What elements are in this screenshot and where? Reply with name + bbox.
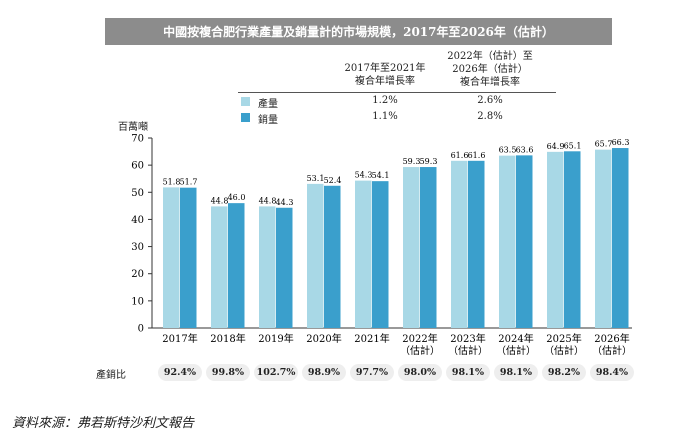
legend-swatch-sales (241, 113, 250, 122)
ratio-value: 98.4% (590, 364, 634, 381)
legend-label-production: 產量 (258, 99, 278, 110)
ratio-value: 98.1% (494, 364, 538, 381)
data-label: 59.3 (420, 157, 438, 166)
ratio-value: 98.0% (398, 364, 442, 381)
bar-sales (612, 148, 629, 328)
data-label: 44.8 (259, 196, 277, 205)
legend-label-sales: 銷量 (258, 115, 278, 126)
data-label: 51.7 (180, 178, 198, 187)
data-label: 61.6 (451, 151, 469, 160)
legend-cagr1-sales: 1.1% (372, 111, 398, 122)
bar-production (595, 149, 612, 328)
bar-sales (468, 160, 485, 328)
y-tick-label: 60 (131, 161, 144, 172)
y-tick-label: 40 (131, 215, 144, 226)
ratio-label: 產銷比 (96, 370, 126, 381)
legend-divider (238, 92, 556, 93)
data-label: 54.3 (355, 171, 373, 180)
bar-sales (372, 181, 389, 328)
bar-production (499, 155, 516, 328)
data-label: 65.7 (595, 140, 613, 149)
data-label: 51.8 (163, 177, 181, 186)
legend-cagr1-production: 1.2% (372, 95, 398, 106)
bar-production (451, 160, 468, 328)
ratio-value: 98.2% (542, 364, 586, 381)
header-line: 2017年至2021年 (344, 63, 426, 74)
bar-sales (420, 167, 437, 328)
y-tick-label: 0 (138, 324, 144, 335)
data-label: 53.1 (307, 174, 325, 183)
bar-production (259, 206, 276, 328)
x-tick-label: 2019年 (258, 332, 293, 345)
data-label: 63.6 (516, 145, 534, 154)
header-line: 複合年增長率 (460, 77, 520, 88)
bar-production (163, 187, 180, 328)
x-tick-label: 2021年 (354, 332, 389, 345)
x-tick-label: （估計） (544, 344, 584, 357)
header-line: 複合年增長率 (355, 76, 415, 87)
legend-header-cagr-2022-2026: 2022年（估計）至 2026年（估計） 複合年增長率 (435, 50, 545, 89)
bar-sales (228, 203, 245, 328)
bar-production (403, 167, 420, 328)
bar-production (355, 180, 372, 328)
bar-sales (516, 155, 533, 328)
x-tick-label: 2017年 (162, 332, 197, 345)
ratio-value: 99.8% (206, 364, 250, 381)
x-tick-label: （估計） (592, 344, 632, 357)
ratio-value: 97.7% (350, 364, 394, 381)
x-tick-label: （估計） (496, 344, 536, 357)
data-label: 44.3 (276, 198, 294, 207)
x-tick-label: 2025年 (546, 332, 581, 345)
data-label: 44.8 (211, 196, 229, 205)
data-label: 63.5 (499, 146, 517, 155)
bar-production (211, 206, 228, 328)
chart-title: 中國按複合肥行業產量及銷量計的市場規模，2017年至2026年（估計） (105, 18, 612, 45)
y-axis-label: 百萬噸 (118, 122, 148, 133)
data-label: 64.9 (547, 142, 565, 151)
bar-sales (564, 151, 581, 328)
data-label: 59.3 (403, 157, 421, 166)
source-note: 資料來源：弗若斯特沙利文報告 (12, 416, 195, 431)
data-label: 54.1 (372, 171, 390, 180)
x-tick-label: 2026年 (594, 332, 629, 345)
data-label: 52.4 (324, 176, 342, 185)
legend-swatch-production (241, 97, 250, 106)
data-label: 46.0 (228, 193, 246, 202)
x-tick-label: （估計） (448, 344, 488, 357)
bar-sales (180, 187, 197, 328)
bar-sales (276, 207, 293, 328)
y-tick-label: 50 (131, 188, 144, 199)
header-line: 2026年（估計） (452, 64, 528, 75)
y-tick-label: 20 (131, 269, 144, 280)
ratio-value: 98.9% (302, 364, 346, 381)
y-tick-label: 70 (131, 134, 144, 145)
y-tick-label: 10 (131, 296, 144, 307)
legend-cagr2-sales: 2.8% (477, 111, 503, 122)
ratio-value: 102.7% (254, 364, 298, 381)
x-tick-label: （估計） (400, 344, 440, 357)
ratio-value: 92.4% (158, 364, 202, 381)
x-tick-label: 2020年 (306, 332, 341, 345)
legend-header-cagr-2017-2021: 2017年至2021年 複合年增長率 (330, 62, 440, 88)
data-label: 65.1 (564, 141, 582, 150)
legend-cagr2-production: 2.6% (477, 95, 503, 106)
x-tick-label: 2024年 (498, 332, 533, 345)
y-tick-label: 30 (131, 242, 144, 253)
data-label: 66.3 (612, 138, 630, 147)
x-tick-label: 2023年 (450, 332, 485, 345)
data-label: 61.6 (468, 151, 486, 160)
x-tick-label: 2022年 (402, 332, 437, 345)
header-line: 2022年（估計）至 (447, 51, 533, 62)
ratio-value: 98.1% (446, 364, 490, 381)
bar-production (547, 151, 564, 328)
bar-production (307, 183, 324, 328)
x-tick-label: 2018年 (210, 332, 245, 345)
bar-sales (324, 185, 341, 328)
